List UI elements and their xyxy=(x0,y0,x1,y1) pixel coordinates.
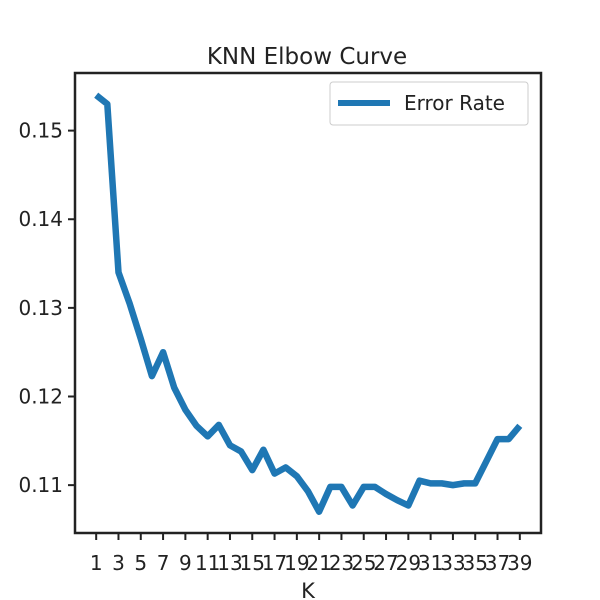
y-tick-label: 0.14 xyxy=(18,207,63,231)
x-axis-label: K xyxy=(301,579,316,600)
x-tick-label: 7 xyxy=(157,551,170,575)
legend-box xyxy=(329,81,529,126)
x-tick-label: 27 xyxy=(373,551,398,575)
y-tick-label: 0.12 xyxy=(18,385,63,409)
x-tick-label: 5 xyxy=(134,551,147,575)
chart-title: KNN Elbow Curve xyxy=(207,44,407,70)
x-tick-label: 19 xyxy=(284,551,309,575)
series-line-error-rate xyxy=(94,92,523,515)
x-tick-label: 23 xyxy=(329,551,354,575)
x-tick-label: 17 xyxy=(262,551,287,575)
x-tick-label: 31 xyxy=(418,551,443,575)
legend: Error Rate xyxy=(329,81,529,126)
x-tick-label: 21 xyxy=(306,551,331,575)
x-tick-label: 29 xyxy=(396,551,421,575)
x-tick-label: 3 xyxy=(112,551,125,575)
x-tick-label: 39 xyxy=(507,551,532,575)
y-axis-ticks: 0.11 0.12 0.13 0.14 0.15 xyxy=(18,119,75,497)
x-tick-label: 37 xyxy=(485,551,510,575)
x-tick-label: 13 xyxy=(217,551,242,575)
x-tick-label: 1 xyxy=(90,551,103,575)
x-tick-label: 11 xyxy=(195,551,220,575)
series-layer xyxy=(94,92,523,515)
y-tick-label: 0.13 xyxy=(18,296,63,320)
x-tick-label: 15 xyxy=(240,551,265,575)
x-tick-label: 25 xyxy=(351,551,376,575)
x-tick-label: 33 xyxy=(440,551,465,575)
y-tick-label: 0.11 xyxy=(18,473,63,497)
legend-label-error-rate: Error Rate xyxy=(404,91,505,115)
x-tick-label: 35 xyxy=(462,551,487,575)
plot-frame xyxy=(73,71,543,535)
x-tick-label: 9 xyxy=(179,551,192,575)
y-tick-label: 0.15 xyxy=(18,119,63,143)
